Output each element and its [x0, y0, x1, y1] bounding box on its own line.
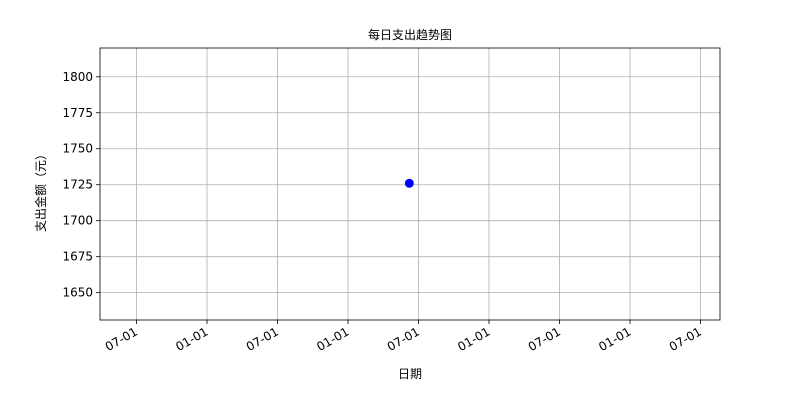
x-tick-label: 07-01 — [667, 324, 704, 354]
y-tick-label: 1725 — [62, 178, 93, 192]
y-axis-label: 支出金额（元） — [33, 148, 48, 232]
x-axis-label: 日期 — [398, 367, 422, 381]
axes-frame — [99, 47, 721, 321]
x-tick-label: 01-01 — [596, 324, 633, 354]
x-tick-label: 07-01 — [244, 324, 281, 354]
x-tick-label: 07-01 — [526, 324, 563, 354]
data-points — [404, 178, 414, 188]
y-tick-label: 1775 — [62, 106, 93, 120]
y-tick-label: 1675 — [62, 250, 93, 264]
y-tick-label: 1750 — [62, 142, 93, 156]
x-tick-label: 07-01 — [103, 324, 140, 354]
y-tick-label: 1650 — [62, 286, 93, 300]
x-tick-label: 07-01 — [385, 324, 422, 354]
x-tick-label: 01-01 — [173, 324, 210, 354]
x-tick-label: 01-01 — [314, 324, 351, 354]
x-tick-label: 01-01 — [455, 324, 492, 354]
y-tick-label: 1800 — [62, 70, 93, 84]
tick-marks — [96, 76, 701, 324]
data-point — [404, 178, 414, 188]
chart-title: 每日支出趋势图 — [368, 27, 452, 42]
y-tick-label: 1700 — [62, 214, 93, 228]
